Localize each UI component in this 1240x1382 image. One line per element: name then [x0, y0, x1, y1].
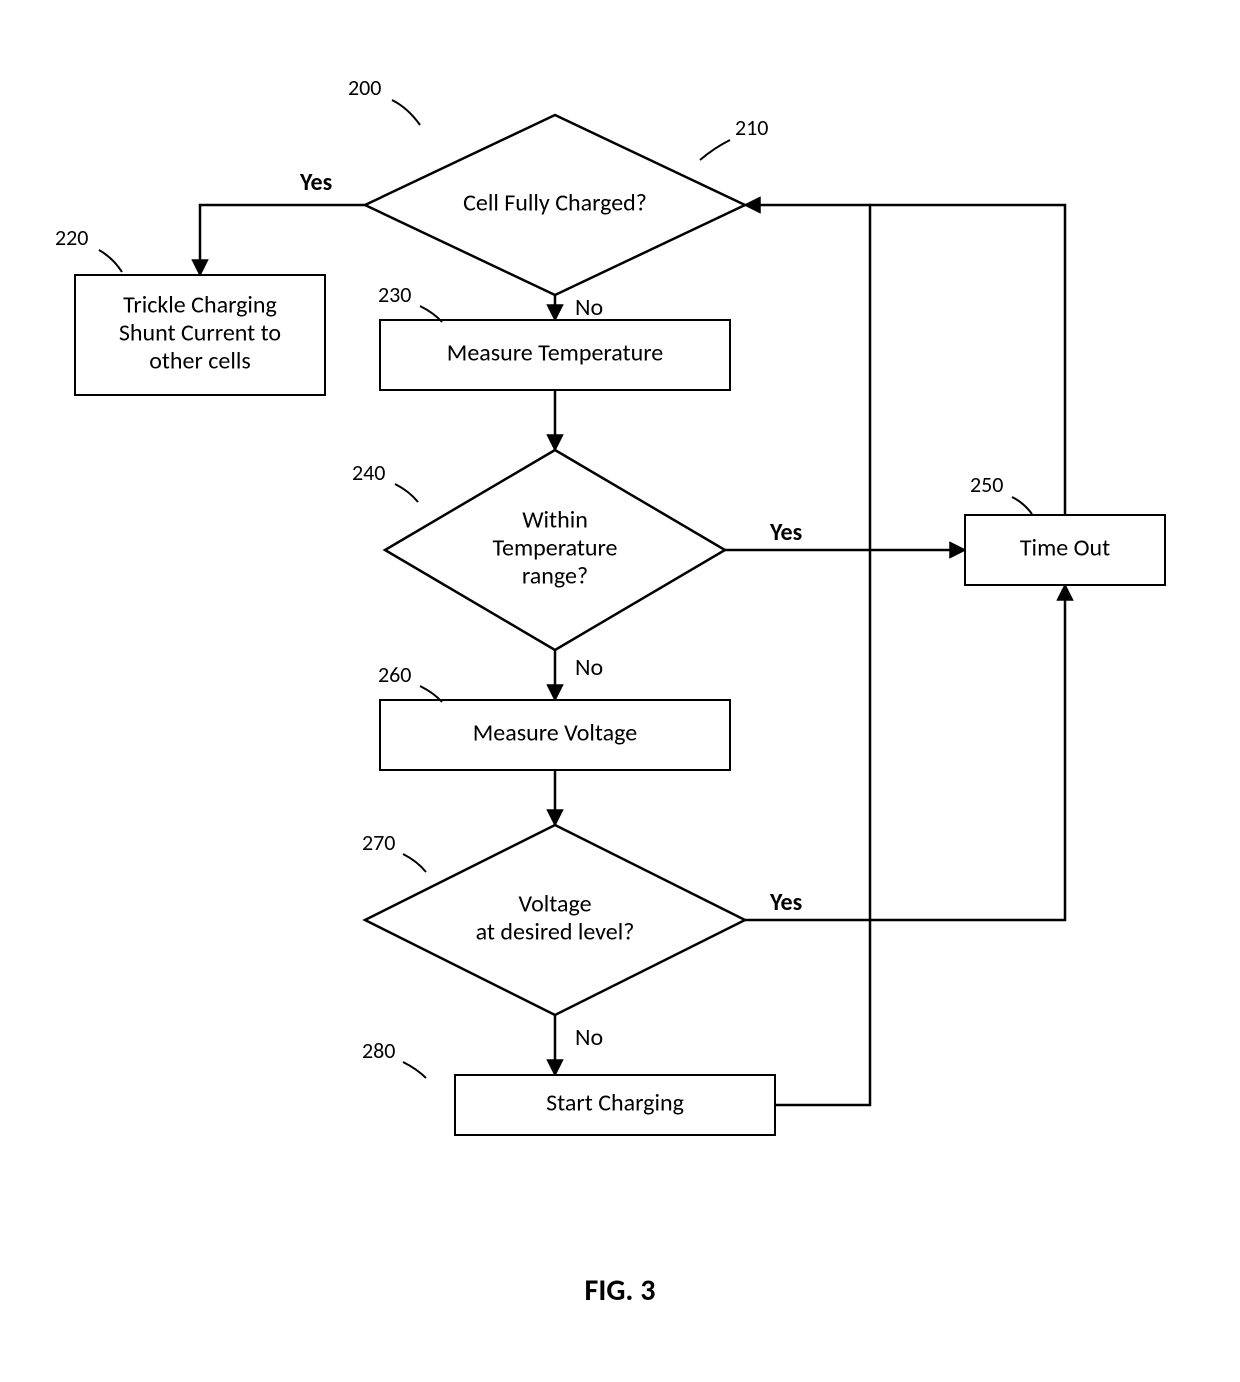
- node-280: Start Charging: [455, 1075, 775, 1135]
- node-270: Voltageat desired level?: [365, 825, 745, 1015]
- ref-label-210: 210: [735, 114, 768, 141]
- node-270-text: Voltage: [518, 890, 591, 919]
- flowchart-canvas: Cell Fully Charged? Trickle ChargingShunt…: [0, 0, 1240, 1382]
- edge-label-e240_260_no: No: [575, 653, 603, 682]
- node-250: Time Out: [965, 515, 1165, 585]
- node-210-text: Cell Fully Charged?: [463, 189, 647, 218]
- edge-label-e270_250_yes: Yes: [769, 888, 802, 917]
- node-240: WithinTemperaturerange?: [385, 450, 725, 650]
- ref-leader-250: [1012, 497, 1032, 514]
- ref-leader-200: [392, 100, 420, 125]
- node-220-text: Trickle Charging: [123, 291, 277, 320]
- ref-label-250: 250: [970, 471, 1003, 498]
- node-260: Measure Voltage: [380, 700, 730, 770]
- figure-title: FIG. 3: [585, 1272, 656, 1309]
- node-220: Trickle ChargingShunt Current toother ce…: [75, 275, 325, 395]
- node-220-text: Shunt Current to: [119, 319, 281, 348]
- ref-label-280: 280: [362, 1037, 395, 1064]
- ref-label-220: 220: [55, 224, 88, 251]
- node-240-text: Within: [522, 506, 588, 535]
- ref-leader-280: [403, 1062, 426, 1078]
- node-240-text: range?: [522, 562, 588, 591]
- edge-e210_220_yes: [200, 205, 365, 275]
- node-280-text: Start Charging: [546, 1089, 684, 1118]
- ref-leader-240: [395, 484, 418, 502]
- edge-e270_250_yes: [745, 585, 1065, 920]
- edge-label-e240_250_yes: Yes: [769, 518, 802, 547]
- edge-label-e270_280_no: No: [575, 1023, 603, 1052]
- node-230-text: Measure Temperature: [447, 339, 663, 368]
- node-270-text: at desired level?: [476, 918, 635, 947]
- ref-leader-210: [700, 140, 730, 160]
- node-230: Measure Temperature: [380, 320, 730, 390]
- ref-label-240: 240: [352, 459, 385, 486]
- node-250-text: Time Out: [1020, 534, 1110, 563]
- edge-e250_210_loop: [870, 205, 1065, 515]
- ref-label-270: 270: [362, 829, 395, 856]
- ref-leader-220: [99, 250, 122, 272]
- ref-leader-270: [403, 854, 426, 872]
- edge-label-e210_230_no: No: [575, 293, 603, 322]
- node-210: Cell Fully Charged?: [365, 115, 745, 295]
- ref-label-200: 200: [348, 74, 381, 101]
- edge-label-e210_220_yes: Yes: [299, 168, 332, 197]
- edge-e280_210_loop: [745, 205, 870, 1105]
- ref-label-260: 260: [378, 661, 411, 688]
- node-260-text: Measure Voltage: [473, 719, 637, 748]
- ref-label-230: 230: [378, 281, 411, 308]
- node-220-text: other cells: [149, 347, 251, 376]
- node-240-text: Temperature: [492, 534, 617, 563]
